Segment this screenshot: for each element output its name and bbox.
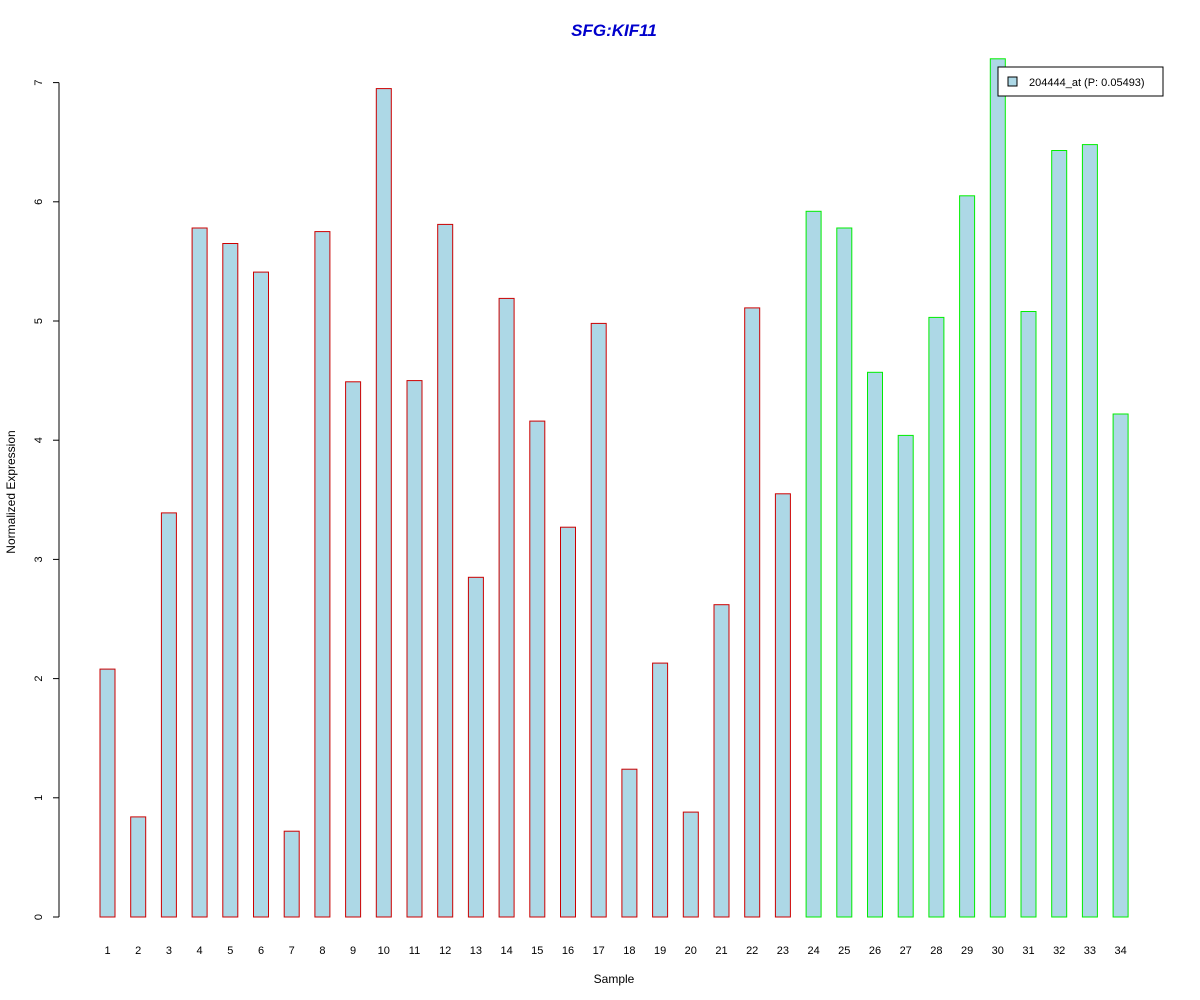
chart-title: SFG:KIF11 [571,21,657,40]
bar [1081,144,1098,918]
y-tick-label: 0 [33,914,45,920]
bar [253,271,269,918]
legend: 204444_at (P: 0.05493) [997,66,1164,97]
y-tick-label: 7 [33,80,45,86]
bar [682,811,699,918]
bar [1112,413,1129,918]
bar [314,231,331,918]
x-tick-label: 33 [1084,945,1096,957]
bar [836,227,853,918]
bar [375,88,392,918]
x-tick-label: 23 [777,945,789,957]
x-tick-label: 10 [378,945,390,957]
x-tick-label: 27 [900,945,912,957]
y-tick-label: 5 [33,318,45,324]
x-tick-label: 14 [500,945,512,957]
x-tick-label: 9 [350,945,356,957]
bar [590,322,607,918]
x-tick-label: 20 [685,945,697,957]
x-tick-label: 8 [319,945,325,957]
x-tick-label: 28 [930,945,942,957]
x-tick-label: 19 [654,945,666,957]
x-tick-label: 30 [992,945,1004,957]
bar [437,223,454,918]
y-tick-label: 2 [33,676,45,682]
x-tick-label: 17 [593,945,605,957]
bar [406,380,423,918]
y-tick-label: 4 [33,437,45,443]
bar-series [99,58,1129,918]
x-tick-label: 26 [869,945,881,957]
x-tick-label: 18 [623,945,635,957]
bar [99,668,116,918]
bar [560,526,576,918]
bar [621,768,638,918]
bar [867,371,883,918]
y-tick-label: 6 [33,199,45,205]
x-tick-label: 21 [715,945,727,957]
x-tick-label: 5 [227,945,233,957]
x-tick-label: 22 [746,945,758,957]
x-tick-label: 24 [807,945,819,957]
x-tick-label: 31 [1022,945,1034,957]
bar [989,58,1006,918]
legend-entry-label: 204444_at (P: 0.05493) [1029,77,1145,89]
bar [222,243,239,918]
x-tick-label: 3 [166,945,172,957]
bar [160,512,177,918]
x-tick-label: 12 [439,945,451,957]
x-tick-label: 16 [562,945,574,957]
bar [498,297,515,918]
bar [1020,311,1037,918]
x-tick-label: 32 [1053,945,1065,957]
legend-box [997,66,1164,97]
x-axis-tick-labels: 1 2 3 4 5 6 7 8 9 10 11 12 13 14 15 16 17 18 19 20 21 22 23 24 2… [104,945,1126,957]
bar [130,816,147,918]
x-tick-label: 1 [104,945,110,957]
bar [191,227,208,918]
x-tick-label: 13 [470,945,482,957]
x-tick-label: 15 [531,945,543,957]
bar [774,493,791,918]
y-tick-label: 1 [33,795,45,801]
bar [805,210,822,918]
bar [283,830,300,918]
y-axis: 0 1 2 3 4 5 6 7 [33,80,60,920]
x-tick-label: 7 [289,945,295,957]
x-tick-label: 4 [197,945,203,957]
x-axis-label: Sample [594,972,635,986]
x-tick-label: 6 [258,945,264,957]
y-tick-label: 3 [33,556,45,562]
bar [744,307,761,918]
bar [713,604,730,918]
bar [959,195,976,918]
y-axis-label: Normalized Expression [4,430,18,553]
x-tick-label: 2 [135,945,141,957]
x-tick-label: 29 [961,945,973,957]
legend-swatch [1007,76,1018,87]
bar [529,420,546,918]
x-tick-label: 34 [1114,945,1126,957]
bar [652,662,669,918]
x-tick-label: 11 [409,945,420,957]
bar [345,381,362,918]
bar [897,434,914,918]
x-tick-label: 25 [838,945,850,957]
bar [928,316,945,918]
bar [467,576,484,918]
bar [1051,150,1068,918]
